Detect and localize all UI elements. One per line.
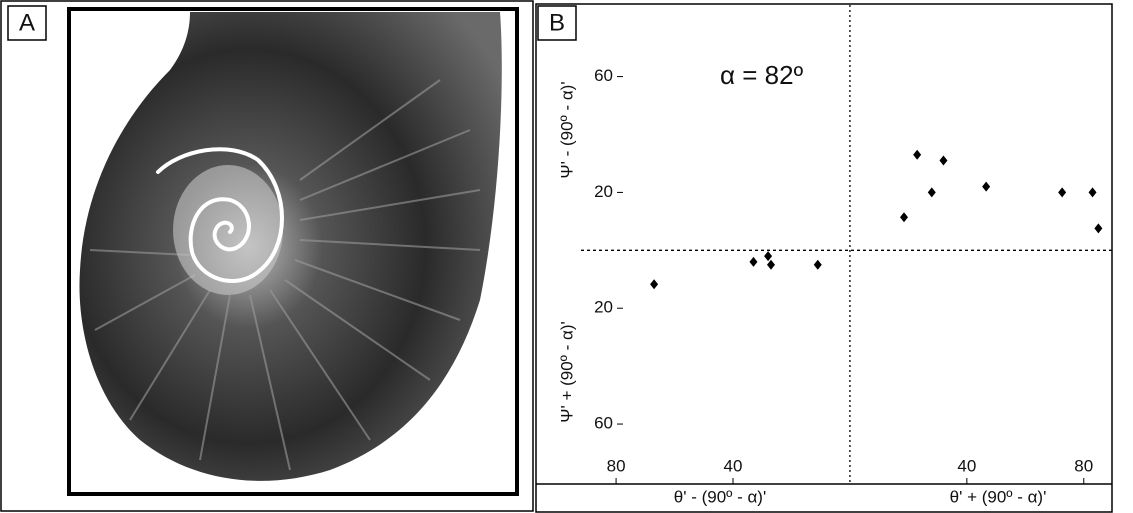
x-axis-title: θ' - (90º - α)' — [674, 487, 766, 506]
panel-b-frame — [535, 3, 1113, 513]
point — [939, 155, 948, 166]
point — [813, 259, 822, 270]
x-axis-title: θ' + (90º - α)' — [950, 487, 1047, 506]
panel-label: B — [549, 9, 565, 36]
panel-a-frame — [0, 0, 534, 512]
y-tick-label: 20 — [594, 298, 613, 317]
point — [1088, 187, 1097, 198]
point — [927, 187, 936, 198]
point — [1094, 223, 1103, 234]
panel-label: A — [19, 9, 35, 36]
y-tick-label: 60 — [594, 66, 613, 85]
y-axis-title: Ψ' + (90º - α)' — [557, 321, 576, 422]
x-tick-label: 80 — [607, 456, 626, 475]
photo-frame — [67, 7, 519, 496]
y-tick-label: 20 — [594, 182, 613, 201]
y-tick-label: 60 — [594, 414, 613, 433]
point — [1058, 187, 1067, 198]
panel-label-box — [7, 5, 47, 41]
point — [900, 212, 908, 223]
annotation: α = 82º — [720, 60, 804, 90]
point — [982, 181, 991, 192]
point — [764, 251, 773, 262]
x-tick-label: 40 — [724, 456, 743, 475]
point — [749, 256, 758, 267]
point — [650, 279, 659, 290]
x-tick-label: 80 — [1074, 456, 1093, 475]
y-axis-title: Ψ' - (90º - α)' — [557, 81, 576, 178]
x-tick-label: 40 — [957, 456, 976, 475]
panel-label-box — [537, 5, 577, 41]
point — [767, 259, 775, 270]
point — [913, 149, 922, 160]
shell-photo — [79, 12, 502, 481]
